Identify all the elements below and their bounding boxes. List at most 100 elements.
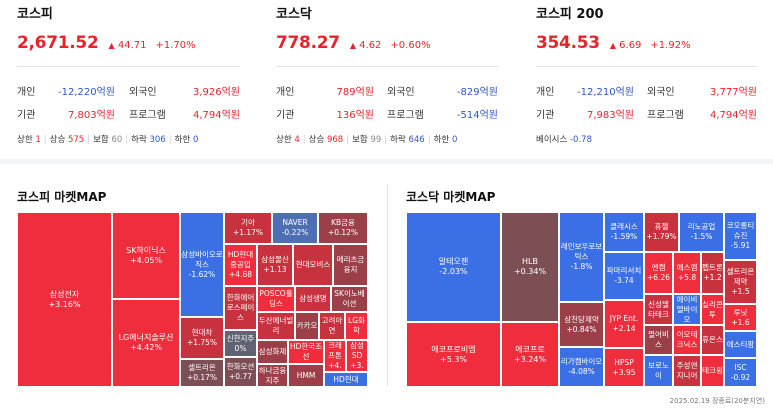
map-tile[interactable]: NAVER -0.22% <box>272 212 318 244</box>
map-tile[interactable]: 삼성화재 <box>257 340 288 364</box>
map-tile[interactable]: 코오롱티슈진 -5.91 <box>724 212 757 260</box>
breadth-label: 상한 <box>17 135 33 145</box>
map-tile[interactable]: JYP Ent. +2.14 <box>604 300 644 348</box>
map-tile[interactable]: 에스티팜 <box>724 331 757 358</box>
index-title[interactable]: 코스피 200 <box>536 7 604 22</box>
map-tile[interactable]: 삼천당제약 +0.84% <box>559 302 604 347</box>
map-tile[interactable]: 이오테크닉스 <box>673 325 701 355</box>
map-tile[interactable]: 현대모비스 <box>293 244 333 286</box>
breadth-label: 상승 <box>308 135 325 145</box>
map-tile[interactable]: 보로노이 <box>644 355 673 387</box>
map-tile[interactable]: 에스엠 +5.8 <box>673 252 701 294</box>
index-title[interactable]: 코스피 <box>17 7 53 22</box>
map-tile[interactable]: 실리콘투 <box>701 294 724 325</box>
map-tile[interactable]: SK하이닉스 +4.05% <box>112 212 180 299</box>
map-tile[interactable]: 신성델타테크 <box>644 294 673 325</box>
map-tile[interactable]: 삼성물산 +1.13 <box>257 244 293 286</box>
map-tile[interactable]: 삼성생명 <box>295 286 331 312</box>
map-tile[interactable]: 리가켐바이오 -4.08% <box>559 347 604 387</box>
map-tile[interactable]: 클래시스 -1.59% <box>604 212 644 252</box>
tile-name: 현대모비스 <box>295 260 331 269</box>
map-tile[interactable]: 삼성전자 +3.16% <box>17 212 112 387</box>
map-tile[interactable]: 한화에어로스페이스 <box>224 286 257 330</box>
map-tile[interactable]: LG화학 <box>345 312 368 340</box>
map-tile[interactable]: 삼성바이오로직스 -1.62% <box>180 212 224 317</box>
map-tile[interactable]: 셀트리온 +0.17% <box>180 359 224 387</box>
map-tile[interactable]: 에이비엘바이오 <box>673 294 701 325</box>
map-tile[interactable]: ISC -0.92 <box>724 358 757 387</box>
map-tile[interactable]: 엔켐 +6.26 <box>644 252 673 294</box>
map-tile[interactable]: 셀트리온제약 +1.5 <box>724 260 757 304</box>
map-tile[interactable]: 에코프로비엠 +5.3% <box>406 322 501 387</box>
index-change-percent: +1.92% <box>650 40 691 51</box>
tile-name: 에코프로 <box>515 344 545 354</box>
investor-label: 개인 <box>276 87 295 98</box>
map-tile[interactable]: HLB +0.34% <box>501 212 559 322</box>
map-tile[interactable]: HPSP +3.95 <box>604 348 644 387</box>
map-tile[interactable]: 크래프톤 +4. <box>324 340 346 372</box>
tile-change: -1.8% <box>570 262 593 271</box>
map-tile[interactable]: 현대차 +1.75% <box>180 317 224 359</box>
map-tile[interactable]: 리노공업 -1.5% <box>679 212 724 252</box>
tile-change: -1.59% <box>610 232 638 241</box>
map-tile[interactable]: KB금융 +0.12% <box>318 212 368 244</box>
map-tile[interactable]: 메리츠금융지 <box>333 244 368 286</box>
map-tile[interactable]: 펄어비스 <box>644 325 673 355</box>
map-tile[interactable]: 두산에너빌리 <box>257 312 295 340</box>
tile-name: HLB <box>522 257 538 266</box>
map-tile[interactable]: 삼성SD +3. <box>346 340 368 372</box>
index-title[interactable]: 코스닥 <box>276 7 312 22</box>
map-tile[interactable]: HMM <box>288 364 324 387</box>
investor-value: 3,926억원 <box>192 87 240 98</box>
tile-change: +4. <box>328 361 342 370</box>
map-tile[interactable]: 에코프로 +3.24% <box>501 322 559 387</box>
map-tile[interactable]: 펩트론 +1.2 <box>701 252 724 294</box>
map-tile[interactable]: 기아 +1.17% <box>224 212 272 244</box>
index-price-row: 354.53 ▲ 6.69 +1.92% <box>536 33 691 53</box>
investor-value: -12,210억원 <box>577 87 634 98</box>
map-tile[interactable]: 레인보우로보틱스 -1.8% <box>559 212 604 302</box>
kosdaq-map-title[interactable]: 코스닥 마켓MAP <box>406 190 496 204</box>
upper-limit-count: 1 <box>35 135 41 145</box>
investor-program: 프로그램 4,794억원 <box>129 106 240 121</box>
map-tile[interactable]: 알테오젠 -2.03% <box>406 212 501 322</box>
tile-name: 펩트론 <box>702 263 723 272</box>
map-tile[interactable]: HD현대 <box>324 372 368 387</box>
tile-name: HMM <box>296 370 316 380</box>
map-tile[interactable]: 테크윙 <box>701 355 724 387</box>
tile-name: 하나금융지주 <box>258 365 287 385</box>
map-tile[interactable]: 한화오션 +0.77 <box>224 357 257 387</box>
tile-change: -4.08% <box>568 367 595 376</box>
tile-change: +1.79% <box>646 232 677 241</box>
tile-name: 파마리서치 <box>606 266 642 275</box>
map-tile[interactable]: SK이노베이션 <box>331 286 368 312</box>
kosdaq-card[interactable]: 코스닥 778.27 ▲ 4.62 +0.60% 개인 789억원 외국인 -829… <box>276 0 498 150</box>
investor-value: 7,803억원 <box>67 110 115 121</box>
tile-name: 신성델타테크 <box>648 299 669 319</box>
breadth-label: 하한 <box>433 135 450 145</box>
breadth-label: 하락 <box>390 135 406 145</box>
map-tile[interactable]: 주성엔지니어 <box>673 355 701 387</box>
tile-name: 에스엠 <box>676 263 698 272</box>
kospi200-card[interactable]: 코스피 200 354.53 ▲ 6.69 +1.92% 개인 -12,210억원… <box>536 0 757 150</box>
map-tile[interactable]: 휴온스 <box>701 325 724 355</box>
map-tile[interactable]: POSCO홀딩스 <box>257 286 295 312</box>
tile-name: 크래프톤 <box>328 341 342 360</box>
map-tile[interactable]: 하나금융지주 <box>257 364 288 387</box>
tile-name: POSCO홀딩스 <box>259 289 293 308</box>
investor-institution: 기관 7,983억원 <box>536 106 634 121</box>
map-tile[interactable]: HD한국조선 <box>288 340 324 364</box>
tile-change: +1.5 <box>731 287 750 296</box>
kospi-map-title[interactable]: 코스피 마켓MAP <box>17 190 107 204</box>
tile-name: 현대차 <box>191 328 213 337</box>
map-tile[interactable]: 휴젤 +1.79% <box>644 212 679 252</box>
map-tile[interactable]: 카카오 <box>295 312 319 340</box>
kospi-card[interactable]: 코스피 2,671.52 ▲ 44.71 +1.70% 개인 -12,220억원 … <box>17 0 240 150</box>
map-tile[interactable]: 파마리서치 -3.74 <box>604 252 644 300</box>
map-tile[interactable]: 루닛 +1.6 <box>724 304 757 331</box>
map-tile[interactable]: 고려아연 <box>319 312 345 340</box>
tile-name: SK하이닉스 <box>126 245 166 255</box>
map-tile[interactable]: HD현대중공업 +4.68 <box>224 244 257 286</box>
map-tile[interactable]: LG에너지솔루션 +4.42% <box>112 299 180 387</box>
map-tile[interactable]: 신한지주 0% <box>224 330 257 357</box>
